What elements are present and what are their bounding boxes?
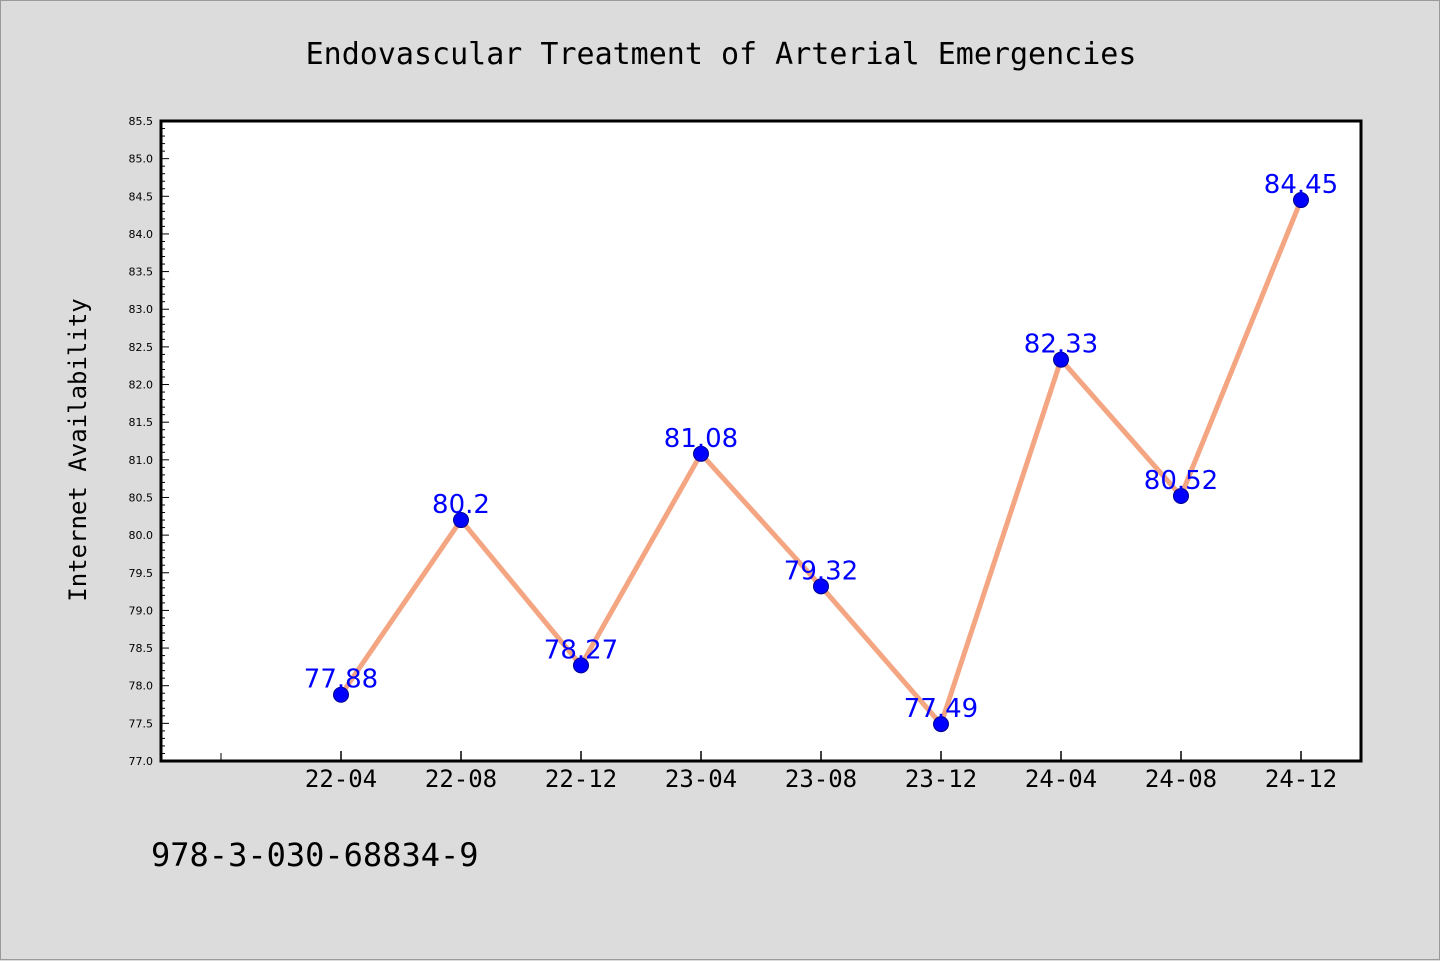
data-point [333,686,349,703]
x-tick-label: 23-08 [785,765,857,793]
data-label: 79.32 [784,556,858,586]
data-point [573,657,589,674]
data-point [1053,351,1069,368]
y-tick-label: 77.0 [129,755,154,768]
data-point [1293,192,1309,209]
data-label: 80.2 [432,490,490,520]
data-label: 77.88 [304,665,378,695]
x-tick-label: 23-12 [905,765,977,793]
y-axis-label: Internet Availability [64,298,92,601]
data-point [453,512,469,529]
y-tick-label: 82.5 [129,341,154,354]
data-label: 80.52 [1144,466,1218,496]
x-tick-label: 22-12 [545,765,617,793]
x-tick-label: 23-04 [665,765,737,793]
data-label: 78.27 [544,635,618,665]
y-tick-label: 84.0 [129,228,154,241]
data-point [693,445,709,462]
y-tick-label: 79.5 [129,567,154,580]
x-tick-label: 24-04 [1025,765,1097,793]
y-tick-label: 81.0 [129,454,154,467]
data-series [333,192,1309,733]
data-label: 82.33 [1024,330,1098,360]
data-label: 81.08 [664,424,738,454]
y-tick-label: 83.5 [129,266,154,279]
data-point [933,716,949,733]
y-tick-label: 77.5 [129,717,154,730]
data-point [1173,487,1189,504]
y-tick-label: 84.5 [129,190,154,203]
y-tick-label: 82.0 [129,379,154,392]
y-tick-label: 80.5 [129,491,154,504]
data-label: 84.45 [1264,170,1338,200]
x-tick-label: 24-12 [1265,765,1337,793]
data-labels: 77.88 80.2 78.27 81.08 79.32 77.49 82.33 80.52 8… [304,170,1338,724]
y-axis: 77.0 77.5 78.0 78.5 79.0 79.5 80.0 80.5 81.0 81.5… [129,115,169,768]
y-tick-label: 85.0 [129,153,154,166]
y-tick-label: 78.0 [129,680,154,693]
x-tick-label: 22-08 [425,765,497,793]
y-tick-label: 78.5 [129,642,154,655]
x-tick-label: 24-08 [1145,765,1217,793]
x-axis: 22-04 22-08 22-12 23-04 23-08 23-12 24-04 24-08… [220,751,1337,793]
plot-area [159,119,1363,763]
x-tick-label: 22-04 [305,765,377,793]
isbn-footer: 978-3-030-68834-9 [151,836,479,874]
y-tick-label: 79.0 [129,604,154,617]
y-tick-label: 83.0 [129,303,154,316]
y-tick-label: 80.0 [129,529,154,542]
data-point [813,578,829,595]
y-tick-label: 81.5 [129,416,154,429]
y-tick-label: 85.5 [129,115,154,128]
chart-title: Endovascular Treatment of Arterial Emerg… [306,37,1137,72]
data-label: 77.49 [904,694,978,724]
